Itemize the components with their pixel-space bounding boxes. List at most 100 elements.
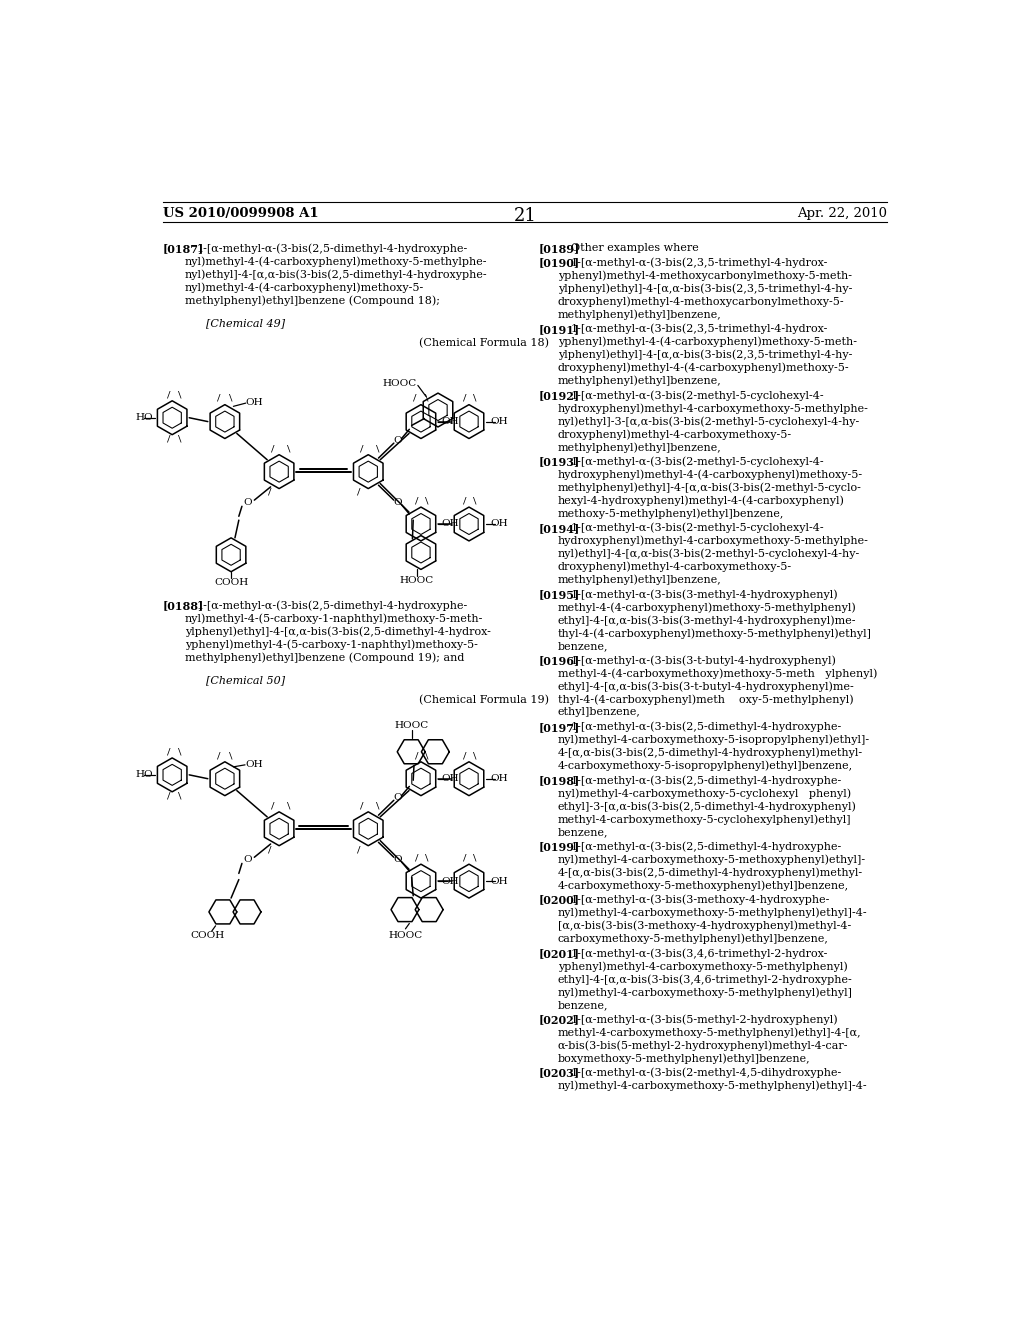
Text: 1-[α-methyl-α-(3-bis(2-methyl-5-cyclohexyl-4-: 1-[α-methyl-α-(3-bis(2-methyl-5-cyclohex… [570, 523, 824, 533]
Text: nyl)methyl-4-(4-carboxyphenyl)methoxy-5-methylphe-: nyl)methyl-4-(4-carboxyphenyl)methoxy-5-… [184, 256, 487, 267]
Text: methyl-4-carboxymethoxy-5-cyclohexylphenyl)ethyl]: methyl-4-carboxymethoxy-5-cyclohexylphen… [558, 814, 852, 825]
Text: O: O [393, 437, 402, 445]
Text: /: / [360, 445, 364, 454]
Text: yphenyl)methyl-4-(5-carboxy-1-naphthyl)methoxy-5-: yphenyl)methyl-4-(5-carboxy-1-naphthyl)m… [184, 639, 477, 649]
Text: O: O [393, 855, 402, 865]
Text: [α,α-bis(3-bis(3-methoxy-4-hydroxyphenyl)methyl-4-: [α,α-bis(3-bis(3-methoxy-4-hydroxyphenyl… [558, 920, 851, 931]
Text: /: / [416, 751, 419, 760]
Text: [0200]: [0200] [539, 895, 580, 906]
Text: \: \ [425, 751, 429, 760]
Text: [0202]: [0202] [539, 1014, 580, 1026]
Text: 1-[α-methyl-α-(3-bis(2,5-dimethyl-4-hydroxyphe-: 1-[α-methyl-α-(3-bis(2,5-dimethyl-4-hydr… [197, 243, 468, 253]
Text: \: \ [425, 496, 429, 506]
Text: [Chemical 49]: [Chemical 49] [206, 318, 285, 329]
Text: \: \ [473, 751, 477, 760]
Text: 1-[α-methyl-α-(3-bis(2-methyl-5-cyclohexyl-4-: 1-[α-methyl-α-(3-bis(2-methyl-5-cyclohex… [570, 389, 824, 400]
Text: /: / [167, 391, 170, 399]
Text: [0194]: [0194] [539, 523, 580, 533]
Text: 21: 21 [513, 207, 537, 224]
Text: nyl)methyl-4-carboxymethoxy-5-methylphenyl)ethyl]-4-: nyl)methyl-4-carboxymethoxy-5-methylphen… [558, 908, 867, 919]
Text: /: / [464, 854, 467, 862]
Text: [0191]: [0191] [539, 323, 580, 335]
Text: 4-[α,α-bis(3-bis(2,5-dimethyl-4-hydroxyphenyl)methyl-: 4-[α,α-bis(3-bis(2,5-dimethyl-4-hydroxyp… [558, 747, 863, 758]
Text: /: / [217, 751, 220, 760]
Text: [0192]: [0192] [539, 389, 580, 401]
Text: /: / [268, 845, 271, 854]
Text: ethyl]-4-[α,α-bis(3-bis(3-t-butyl-4-hydroxyphenyl)me-: ethyl]-4-[α,α-bis(3-bis(3-t-butyl-4-hydr… [558, 681, 855, 692]
Text: \: \ [178, 747, 181, 756]
Text: [0198]: [0198] [539, 775, 580, 785]
Text: /: / [464, 393, 467, 403]
Text: [0188]: [0188] [163, 601, 204, 611]
Text: HOOC: HOOC [383, 379, 417, 388]
Text: nyl)methyl-4-(5-carboxy-1-naphthyl)methoxy-5-meth-: nyl)methyl-4-(5-carboxy-1-naphthyl)metho… [184, 614, 483, 624]
Text: hexyl-4-hydroxyphenyl)methyl-4-(4-carboxyphenyl): hexyl-4-hydroxyphenyl)methyl-4-(4-carbox… [558, 495, 845, 506]
Text: OH: OH [442, 775, 460, 783]
Text: nyl)methyl-4-carboxymethoxy-5-methylphenyl)ethyl]-4-: nyl)methyl-4-carboxymethoxy-5-methylphen… [558, 1081, 867, 1092]
Text: 4-carboxymethoxy-5-methoxyphenyl)ethyl]benzene,: 4-carboxymethoxy-5-methoxyphenyl)ethyl]b… [558, 880, 849, 891]
Text: thyl-4-(4-carboxyphenyl)meth    oxy-5-methylphenyl): thyl-4-(4-carboxyphenyl)meth oxy-5-methy… [558, 694, 853, 705]
Text: methylphenyl)ethyl]benzene,: methylphenyl)ethyl]benzene, [558, 376, 722, 387]
Text: O: O [244, 855, 253, 865]
Text: \: \ [425, 854, 429, 862]
Text: /: / [416, 496, 419, 506]
Text: \: \ [178, 434, 181, 444]
Text: OH: OH [442, 876, 460, 886]
Text: benzene,: benzene, [558, 642, 608, 651]
Text: [0201]: [0201] [539, 948, 580, 958]
Text: benzene,: benzene, [558, 1001, 608, 1010]
Text: \: \ [473, 393, 477, 403]
Text: O: O [393, 498, 402, 507]
Text: ethyl]-3-[α,α-bis(3-bis(2,5-dimethyl-4-hydroxyphenyl): ethyl]-3-[α,α-bis(3-bis(2,5-dimethyl-4-h… [558, 801, 857, 812]
Text: HO: HO [135, 771, 153, 779]
Text: \: \ [473, 496, 477, 506]
Text: hydroxyphenyl)methyl-4-carboxymethoxy-5-methylphe-: hydroxyphenyl)methyl-4-carboxymethoxy-5-… [558, 536, 868, 546]
Text: O: O [244, 498, 253, 507]
Text: Apr. 22, 2010: Apr. 22, 2010 [797, 207, 887, 220]
Text: methylphenyl)ethyl]benzene (Compound 18);: methylphenyl)ethyl]benzene (Compound 18)… [184, 296, 439, 306]
Text: COOH: COOH [190, 931, 225, 940]
Text: Other examples where: Other examples where [570, 243, 698, 253]
Text: 1-[α-methyl-α-(3-bis(5-methyl-2-hydroxyphenyl): 1-[α-methyl-α-(3-bis(5-methyl-2-hydroxyp… [570, 1014, 839, 1024]
Text: α-bis(3-bis(5-methyl-2-hydroxyphenyl)methyl-4-car-: α-bis(3-bis(5-methyl-2-hydroxyphenyl)met… [558, 1040, 848, 1051]
Text: benzene,: benzene, [558, 828, 608, 837]
Text: /: / [268, 488, 271, 496]
Text: nyl)methyl-4-carboxymethoxy-5-methoxyphenyl)ethyl]-: nyl)methyl-4-carboxymethoxy-5-methoxyphe… [558, 854, 866, 865]
Text: /: / [416, 854, 419, 862]
Text: HOOC: HOOC [394, 721, 429, 730]
Text: HO: HO [135, 413, 153, 422]
Text: nyl)ethyl]-4-[α,α-bis(3-bis(2,5-dimethyl-4-hydroxyphe-: nyl)ethyl]-4-[α,α-bis(3-bis(2,5-dimethyl… [184, 269, 487, 280]
Text: OH: OH [489, 775, 508, 783]
Text: boxymethoxy-5-methylphenyl)ethyl]benzene,: boxymethoxy-5-methylphenyl)ethyl]benzene… [558, 1053, 810, 1064]
Text: [0203]: [0203] [539, 1068, 580, 1078]
Text: droxyphenyl)methyl-4-methoxycarbonylmethoxy-5-: droxyphenyl)methyl-4-methoxycarbonylmeth… [558, 297, 845, 308]
Text: droxyphenyl)methyl-4-carboxymethoxy-5-: droxyphenyl)methyl-4-carboxymethoxy-5- [558, 429, 792, 440]
Text: \: \ [376, 803, 379, 810]
Text: 1-[α-methyl-α-(3-bis(2,3,5-trimethyl-4-hydrox-: 1-[α-methyl-α-(3-bis(2,3,5-trimethyl-4-h… [570, 323, 827, 334]
Text: methylphenyl)ethyl]benzene,: methylphenyl)ethyl]benzene, [558, 309, 722, 319]
Text: /: / [413, 393, 417, 403]
Text: 1-[α-methyl-α-(3-bis(2-methyl-4,5-dihydroxyphe-: 1-[α-methyl-α-(3-bis(2-methyl-4,5-dihydr… [570, 1068, 842, 1078]
Text: /: / [217, 393, 220, 403]
Text: yphenyl)methyl-4-(4-carboxyphenyl)methoxy-5-meth-: yphenyl)methyl-4-(4-carboxyphenyl)methox… [558, 337, 857, 347]
Text: \: \ [473, 854, 477, 862]
Text: [0189]: [0189] [539, 243, 580, 255]
Text: methylphenyl)ethyl]benzene,: methylphenyl)ethyl]benzene, [558, 442, 722, 453]
Text: nyl)methyl-4-carboxymethoxy-5-isopropylphenyl)ethyl]-: nyl)methyl-4-carboxymethoxy-5-isopropylp… [558, 735, 870, 746]
Text: 4-[α,α-bis(3-bis(2,5-dimethyl-4-hydroxyphenyl)methyl-: 4-[α,α-bis(3-bis(2,5-dimethyl-4-hydroxyp… [558, 867, 863, 878]
Text: 1-[α-methyl-α-(3-bis(2-methyl-5-cyclohexyl-4-: 1-[α-methyl-α-(3-bis(2-methyl-5-cyclohex… [570, 457, 824, 467]
Text: \: \ [178, 791, 181, 800]
Text: US 2010/0099908 A1: US 2010/0099908 A1 [163, 207, 318, 220]
Text: HOOC: HOOC [400, 576, 434, 585]
Text: OH: OH [489, 520, 508, 528]
Text: nyl)methyl-4-(4-carboxyphenyl)methoxy-5-: nyl)methyl-4-(4-carboxyphenyl)methoxy-5- [184, 282, 424, 293]
Text: ylphenyl)ethyl]-4-[α,α-bis(3-bis(2,5-dimethyl-4-hydrox-: ylphenyl)ethyl]-4-[α,α-bis(3-bis(2,5-dim… [184, 626, 490, 636]
Text: COOH: COOH [214, 578, 248, 587]
Text: OH: OH [489, 417, 508, 426]
Text: /: / [360, 803, 364, 810]
Text: 1-[α-methyl-α-(3-bis(2,5-dimethyl-4-hydroxyphe-: 1-[α-methyl-α-(3-bis(2,5-dimethyl-4-hydr… [570, 775, 842, 785]
Text: 1-[α-methyl-α-(3-bis(2,5-dimethyl-4-hydroxyphe-: 1-[α-methyl-α-(3-bis(2,5-dimethyl-4-hydr… [197, 601, 468, 611]
Text: ethyl]-4-[α,α-bis(3-bis(3-methyl-4-hydroxyphenyl)me-: ethyl]-4-[α,α-bis(3-bis(3-methyl-4-hydro… [558, 615, 856, 626]
Text: [0190]: [0190] [539, 257, 580, 268]
Text: 1-[α-methyl-α-(3-bis(2,3,5-trimethyl-4-hydrox-: 1-[α-methyl-α-(3-bis(2,3,5-trimethyl-4-h… [570, 257, 827, 268]
